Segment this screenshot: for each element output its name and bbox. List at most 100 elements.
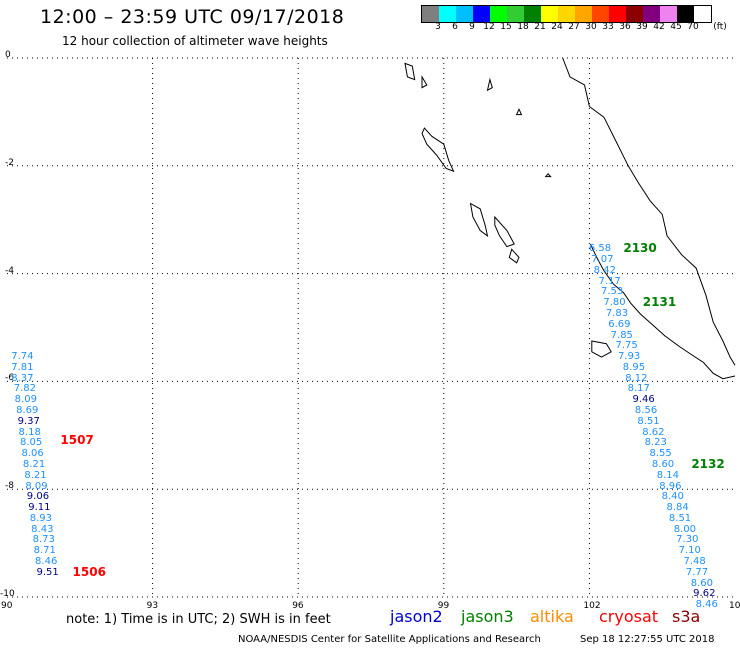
wave-height-value: 8.06 bbox=[21, 448, 44, 460]
x-tick-label: 105 bbox=[729, 601, 740, 611]
color-scale-label: 12 bbox=[483, 22, 495, 32]
generated-timestamp: Sep 18 12:27:55 UTC 2018 bbox=[580, 634, 715, 645]
wave-height-value: 8.56 bbox=[634, 405, 658, 417]
color-scale-label: 24 bbox=[551, 22, 563, 32]
wave-height-value: 8.96 bbox=[659, 480, 682, 492]
wave-height-value: 8.84 bbox=[666, 502, 689, 514]
wave-height-value: 7.85 bbox=[610, 329, 633, 341]
wave-height-value: 8.62 bbox=[642, 426, 665, 438]
color-scale-labels: 3 6 9 12 15 18 21 24 27 30 33 36 39 42 45 70 (ft) bbox=[421, 22, 740, 36]
wave-height-value: 8.71 bbox=[33, 545, 56, 557]
wave-height-value: 8.93 bbox=[29, 512, 52, 524]
island-outline bbox=[515, 107, 523, 116]
wave-height-value: 9.51 bbox=[36, 566, 59, 578]
color-scale-label: 9 bbox=[469, 22, 475, 32]
wave-height-value: 8.55 bbox=[649, 448, 672, 460]
wave-height-value: 9.62 bbox=[693, 588, 716, 600]
mission-altika: altika bbox=[530, 607, 574, 626]
wave-height-value: 6.58 bbox=[588, 243, 612, 255]
wave-height-value: 8.00 bbox=[673, 523, 697, 535]
wave-height-value: 8.21 bbox=[24, 469, 47, 481]
wave-height-value: 8.23 bbox=[644, 437, 667, 449]
color-swatch bbox=[439, 6, 456, 22]
color-swatch bbox=[422, 6, 439, 22]
island-outline bbox=[469, 202, 489, 238]
wave-height-value: 9.06 bbox=[26, 491, 50, 503]
color-swatch bbox=[694, 6, 711, 22]
mission-cryosat: cryosat bbox=[599, 607, 659, 626]
wave-height-value: 8.09 bbox=[14, 394, 37, 406]
color-scale-label: 3 bbox=[435, 22, 441, 32]
color-swatch bbox=[677, 6, 694, 22]
color-scale-label: 36 bbox=[619, 22, 631, 32]
map-title: 12:00 – 23:59 UTC 09/17/2018 bbox=[40, 6, 345, 28]
x-tick-label: 99 bbox=[437, 601, 450, 611]
pass-time-label: 2132 bbox=[691, 456, 725, 471]
wave-height-value: 7.48 bbox=[683, 555, 706, 567]
color-swatch bbox=[541, 6, 558, 22]
wave-height-value: 7.17 bbox=[598, 275, 621, 287]
color-scale-label: 33 bbox=[602, 22, 614, 32]
color-scale-label: 70 bbox=[687, 22, 699, 32]
y-tick-label: -4 bbox=[5, 265, 14, 276]
wave-height-value: 7.74 bbox=[11, 351, 34, 363]
pass-time-label: 2131 bbox=[642, 295, 677, 310]
wave-height-value: 8.46 bbox=[35, 555, 58, 567]
wave-height-value: 8.43 bbox=[31, 523, 54, 535]
x-tick-label: 90 bbox=[1, 601, 13, 611]
wave-height-value: 8.51 bbox=[668, 512, 692, 524]
wave-height-value: 7.77 bbox=[685, 566, 709, 578]
color-scale-unit: (ft) bbox=[713, 22, 727, 32]
coastline bbox=[589, 243, 736, 380]
island-outline bbox=[544, 173, 552, 178]
color-scale-label: 15 bbox=[500, 22, 512, 32]
color-swatch bbox=[456, 6, 473, 22]
wave-height-value: 8.40 bbox=[661, 491, 684, 503]
wave-height-value: 7.82 bbox=[13, 383, 36, 395]
wave-height-value: 8.05 bbox=[20, 437, 43, 449]
pass-time-label: 1507 bbox=[60, 432, 94, 447]
wave-height-value: 8.42 bbox=[593, 264, 616, 276]
island-outline bbox=[421, 75, 428, 89]
wave-height-value: 7.10 bbox=[678, 545, 701, 557]
wave-height-value: 9.46 bbox=[632, 394, 655, 406]
island-outline bbox=[486, 77, 493, 92]
wave-height-value: 8.60 bbox=[651, 458, 675, 470]
y-tick-label: -2 bbox=[5, 157, 14, 168]
mission-jason3: jason3 bbox=[461, 607, 514, 626]
wave-height-value: 8.37 bbox=[11, 372, 34, 384]
wave-height-value: 9.11 bbox=[28, 502, 51, 514]
y-tick-label: -10 bbox=[0, 589, 15, 599]
wave-height-value: 8.12 bbox=[625, 372, 648, 384]
footnote: note: 1) Time is in UTC; 2) SWH is in fe… bbox=[66, 612, 331, 627]
island-outline bbox=[508, 248, 520, 264]
mission-jason2: jason2 bbox=[390, 607, 443, 626]
wave-height-value: 8.51 bbox=[637, 415, 660, 427]
wave-height-value: 8.95 bbox=[622, 361, 646, 373]
wave-height-value: 7.80 bbox=[603, 297, 626, 309]
color-scale-bar bbox=[421, 5, 712, 23]
color-scale-label: 27 bbox=[568, 22, 580, 32]
x-tick-label: 96 bbox=[292, 601, 304, 611]
color-scale-label: 42 bbox=[653, 22, 665, 32]
wave-height-value: 8.60 bbox=[690, 577, 713, 589]
color-swatch bbox=[507, 6, 524, 22]
map-subtitle: 12 hour collection of altimeter wave hei… bbox=[62, 34, 328, 48]
wave-height-value: 8.14 bbox=[656, 469, 680, 481]
credit-line: NOAA/NESDIS Center for Satellite Applica… bbox=[238, 634, 541, 645]
wave-height-value: 7.07 bbox=[591, 254, 614, 266]
y-tick-label: -8 bbox=[5, 481, 14, 492]
island-outline bbox=[421, 127, 455, 173]
wave-height-value: 9.37 bbox=[17, 415, 40, 427]
island-outline bbox=[591, 340, 612, 358]
wave-height-value: 8.46 bbox=[695, 599, 718, 611]
color-scale-label: 45 bbox=[670, 22, 682, 32]
wave-height-value: 8.73 bbox=[32, 534, 55, 546]
pass-time-label: 2130 bbox=[623, 241, 657, 256]
wave-height-value: 8.18 bbox=[18, 426, 41, 438]
x-tick-label: 102 bbox=[583, 601, 601, 611]
wave-height-value: 7.53 bbox=[600, 286, 624, 298]
island-outline bbox=[494, 215, 515, 248]
color-scale-label: 39 bbox=[636, 22, 648, 32]
